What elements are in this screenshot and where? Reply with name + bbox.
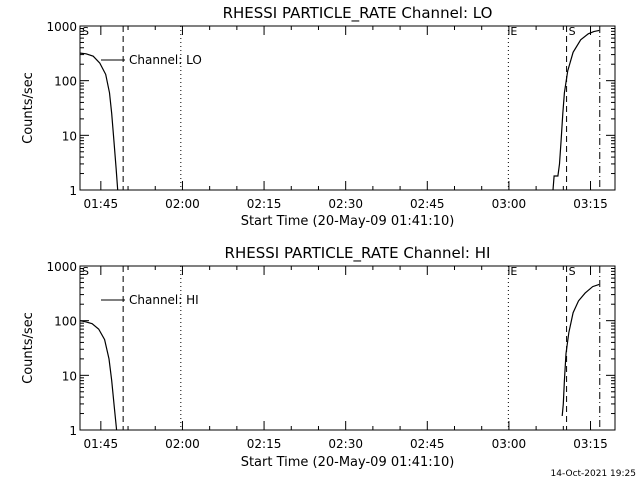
x-axis-label: Start Time (20-May-09 01:41:10)	[241, 455, 455, 470]
x-tick-label: 02:15	[247, 197, 282, 211]
x-tick-label: 02:30	[328, 437, 363, 451]
chart-title: RHESSI PARTICLE_RATE Channel: LO	[223, 4, 493, 23]
chart-title: RHESSI PARTICLE_RATE Channel: HI	[225, 244, 491, 263]
series-line-segment	[80, 52, 119, 191]
event-marker-label: S	[569, 25, 576, 38]
y-tick-label: 100	[54, 315, 77, 329]
x-tick-label: 02:00	[165, 437, 200, 451]
x-tick-label: 03:15	[573, 197, 608, 211]
x-tick-label: 02:45	[410, 437, 445, 451]
panel-2: RHESSI PARTICLE_RATE Channel: HI Counts/s…	[21, 244, 616, 470]
y-axis-label: Counts/sec	[21, 312, 36, 384]
y-axis-label: Counts/sec	[21, 72, 36, 144]
legend-label: Channel: LO	[129, 53, 202, 67]
series-line-segment	[552, 29, 600, 191]
event-marker-label: E	[510, 265, 517, 278]
y-tick-label: 1	[69, 424, 77, 438]
y-tick-label: 1	[69, 184, 77, 198]
x-tick-label: 01:45	[84, 437, 119, 451]
footer-date: 14-Oct-2021 19:25	[551, 469, 636, 479]
y-tick-label: 100	[54, 75, 77, 89]
y-tick-label: 1000	[46, 20, 77, 34]
event-marker-label: S	[82, 25, 89, 38]
x-tick-label: 03:00	[492, 437, 527, 451]
series-line-segment	[561, 283, 600, 417]
x-tick-label: 01:45	[84, 197, 119, 211]
x-tick-label: 03:15	[573, 437, 608, 451]
plot-frame	[79, 25, 616, 191]
x-tick-label: 02:00	[165, 197, 200, 211]
x-tick-label: 02:30	[328, 197, 363, 211]
event-marker-label: S	[569, 265, 576, 278]
y-tick-label: 1000	[46, 260, 77, 274]
y-tick-label: 10	[62, 129, 77, 143]
legend-label: Channel: HI	[129, 293, 199, 307]
series-line-segment	[80, 320, 118, 431]
x-tick-label: 03:00	[492, 197, 527, 211]
y-tick-label: 10	[62, 369, 77, 383]
panel-1: RHESSI PARTICLE_RATE Channel: LO Counts/s…	[21, 4, 616, 229]
event-marker-label: S	[82, 265, 89, 278]
event-marker-label: E	[510, 25, 517, 38]
x-axis-label: Start Time (20-May-09 01:41:10)	[241, 214, 455, 229]
plot-frame	[79, 265, 616, 431]
x-tick-label: 02:15	[247, 437, 282, 451]
x-tick-label: 02:45	[410, 197, 445, 211]
